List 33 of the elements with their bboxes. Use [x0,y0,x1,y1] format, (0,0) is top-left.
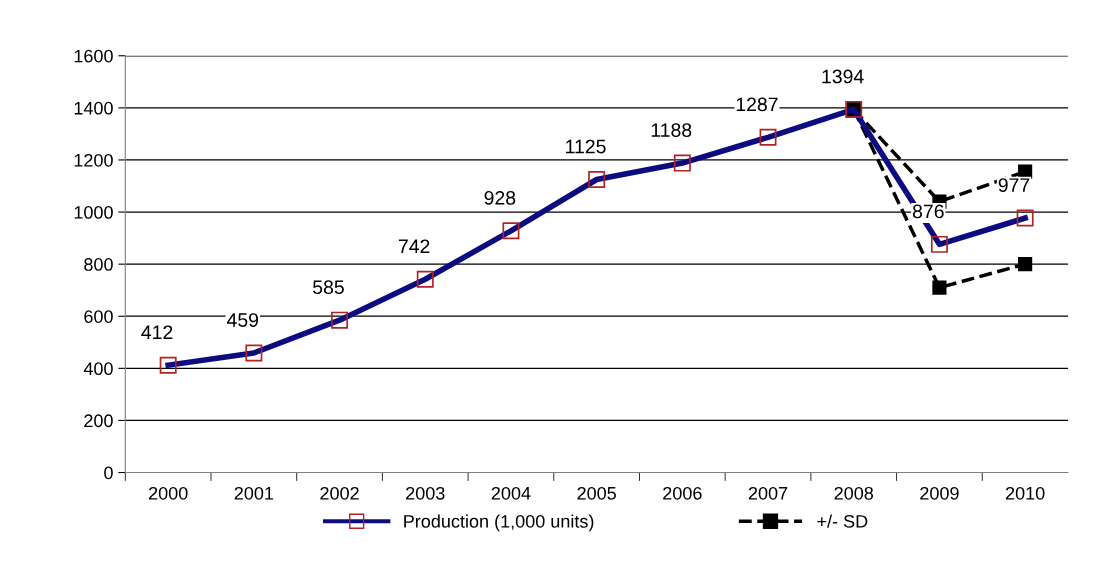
x-tick-label: 2005 [577,486,616,500]
y-tick-label: 200 [84,414,113,428]
data-label: 412 [141,325,173,339]
x-tick-label: 2008 [834,486,874,500]
y-tick-label: 800 [84,258,113,271]
x-tick-label: 2003 [406,486,445,500]
data-label: 1125 [566,139,606,154]
data-label: 459 [226,313,259,327]
x-tick-label: 2002 [320,486,359,500]
x-tick-label: 2010 [1005,486,1045,500]
data-label: 928 [484,190,516,205]
legend-label: +/- SD [817,514,868,528]
data-label: 1394 [822,69,864,84]
legend-label: Production (1,000 units) [404,514,594,532]
x-tick-label: 2007 [748,486,788,500]
y-tick-label: 0 [104,466,113,480]
x-tick-label: 2000 [148,486,188,500]
x-tick-label: 2006 [663,486,702,500]
data-label: 1287 [736,97,778,112]
y-tick-label: 1400 [74,101,113,115]
y-tick-label: 400 [83,362,113,376]
y-tick-label: 1000 [74,205,113,219]
data-label: 977 [998,178,1030,192]
y-tick-label: 1600 [74,49,113,63]
x-tick-label: 2009 [920,486,959,500]
data-label: 585 [313,280,344,295]
data-label: 1188 [651,123,692,138]
y-tick-label: 1200 [74,153,113,167]
x-tick-label: 2004 [491,486,531,500]
data-label: 742 [398,239,430,253]
x-tick-label: 2001 [234,486,274,500]
y-tick-label: 600 [84,310,113,323]
data-label: 876 [912,204,944,219]
